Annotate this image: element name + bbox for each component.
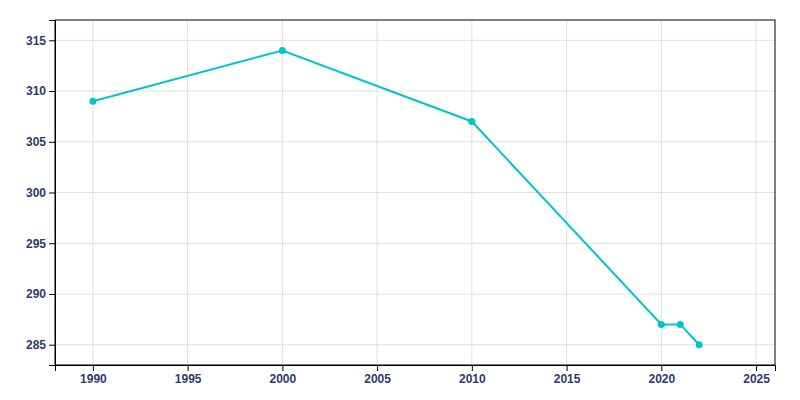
x-tick-mark: [472, 365, 473, 371]
x-tick: 2015: [554, 365, 581, 386]
y-tick-mark: [49, 193, 55, 194]
y-grid-line: [55, 141, 775, 142]
point: [658, 321, 665, 328]
x-tick-mark: [756, 365, 757, 371]
y-tick: 305: [26, 135, 55, 149]
x-tick-mark: [567, 365, 568, 371]
y-tick-label: 315: [26, 34, 46, 48]
marks: [89, 47, 702, 348]
y-tick-mark: [49, 243, 55, 244]
x-tick-label: 2015: [554, 372, 581, 386]
line: [93, 50, 699, 344]
x-tick: 2020: [648, 365, 675, 386]
x-tick-label: 2020: [648, 372, 675, 386]
y-tick: 290: [26, 287, 55, 301]
y-tick: 300: [26, 186, 55, 200]
chart: 1990 1995 2000 2005 2010 2015 2020 2025 285 290 29…: [0, 0, 800, 400]
x-tick: 1990: [80, 365, 107, 386]
y-grid-line: [55, 192, 775, 193]
point: [677, 321, 684, 328]
y-grid-line: [55, 293, 775, 294]
x-tick-label: 2000: [270, 372, 297, 386]
x-tick-mark: [188, 365, 189, 371]
y-axis: 285 290 295 300 305 310 315: [26, 21, 56, 366]
x-tick-label: 2005: [364, 372, 391, 386]
y-tick-label: 300: [26, 186, 46, 200]
x-tick: 2000: [270, 365, 297, 386]
y-tick: 315: [26, 34, 55, 48]
y-axis-line: [49, 21, 56, 366]
x-tick-label: 1995: [175, 372, 202, 386]
x-axis: 1990 1995 2000 2005 2010 2015 2020 2025: [56, 365, 776, 386]
point: [468, 118, 475, 125]
x-tick-mark: [93, 365, 94, 371]
plot-area: 1990 1995 2000 2005 2010 2015 2020 2025 285 290 29…: [26, 20, 776, 386]
x-axis-line: [56, 366, 776, 372]
y-grid-line: [55, 344, 775, 345]
x-tick-label: 2010: [459, 372, 486, 386]
x-tick-mark: [377, 365, 378, 371]
y-tick: 285: [26, 338, 55, 352]
y-grid-line: [55, 243, 775, 244]
point: [696, 341, 703, 348]
point: [279, 47, 286, 54]
y-tick-label: 310: [26, 84, 46, 98]
x-tick-label: 1990: [80, 372, 107, 386]
x-tick: 2025: [743, 365, 770, 386]
y-tick-mark: [49, 345, 55, 346]
y-tick-mark: [49, 91, 55, 92]
y-tick-label: 290: [26, 287, 46, 301]
x-tick-mark: [661, 365, 662, 371]
x-tick: 1995: [175, 365, 202, 386]
y-tick-mark: [49, 294, 55, 295]
x-tick: 2005: [364, 365, 391, 386]
y-grid-line: [55, 91, 775, 92]
y-tick: 295: [26, 237, 55, 251]
x-tick: 2010: [459, 365, 486, 386]
y-tick-label: 285: [26, 338, 46, 352]
x-tick-mark: [282, 365, 283, 371]
y-grid-line: [55, 40, 775, 41]
y-tick-mark: [49, 40, 55, 41]
y-tick-label: 295: [26, 237, 46, 251]
y-tick-mark: [49, 142, 55, 143]
grid: [55, 20, 775, 365]
plot-frame: [55, 20, 775, 365]
y-tick-label: 305: [26, 135, 46, 149]
x-tick-label: 2025: [743, 372, 770, 386]
point: [89, 98, 96, 105]
y-tick: 310: [26, 84, 55, 98]
